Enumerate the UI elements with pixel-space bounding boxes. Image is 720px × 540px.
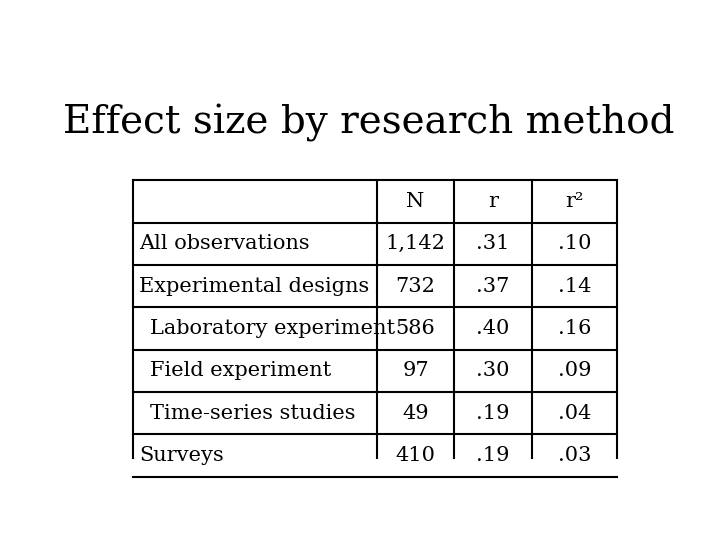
Text: r²: r² [565, 192, 584, 211]
Text: All observations: All observations [139, 234, 310, 253]
Text: r: r [488, 192, 498, 211]
Text: 732: 732 [395, 276, 436, 296]
Text: 586: 586 [395, 319, 436, 338]
Text: .31: .31 [476, 234, 510, 253]
Text: .16: .16 [558, 319, 591, 338]
Text: Surveys: Surveys [139, 446, 224, 465]
Text: .37: .37 [477, 276, 510, 296]
Text: .03: .03 [557, 446, 591, 465]
Text: Field experiment: Field experiment [150, 361, 331, 380]
Text: Effect size by research method: Effect size by research method [63, 104, 675, 141]
Text: 97: 97 [402, 361, 429, 380]
Text: Laboratory experiment: Laboratory experiment [150, 319, 395, 338]
Text: .19: .19 [476, 404, 510, 423]
Text: .14: .14 [558, 276, 591, 296]
Text: N: N [406, 192, 425, 211]
Text: .40: .40 [477, 319, 510, 338]
Text: Experimental designs: Experimental designs [139, 276, 369, 296]
Text: Time-series studies: Time-series studies [150, 404, 355, 423]
Text: .04: .04 [558, 404, 591, 423]
Text: .30: .30 [476, 361, 510, 380]
Text: .09: .09 [557, 361, 591, 380]
Text: 410: 410 [395, 446, 436, 465]
Text: 1,142: 1,142 [386, 234, 446, 253]
Text: .19: .19 [476, 446, 510, 465]
Text: 49: 49 [402, 404, 429, 423]
Text: .10: .10 [557, 234, 591, 253]
